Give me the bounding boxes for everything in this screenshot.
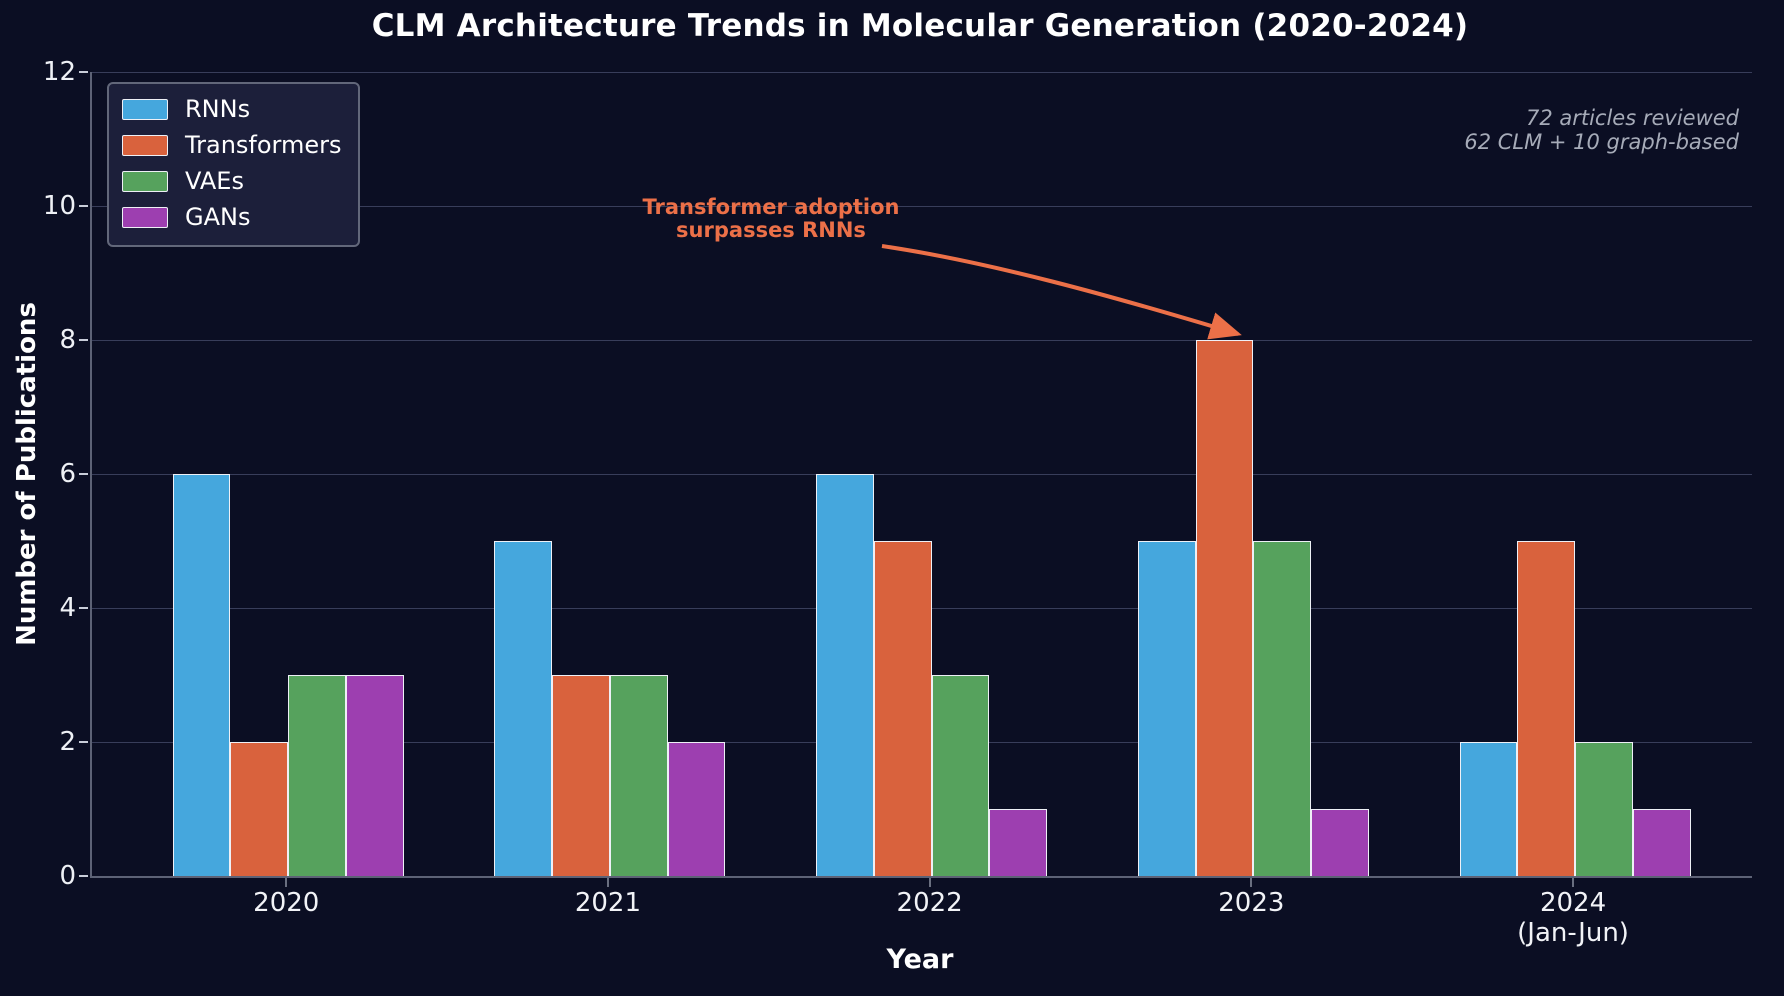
y-tick-mark-4 xyxy=(79,607,88,609)
bar-transformers-2024 xyxy=(1517,541,1576,876)
legend-item-rnns: RNNs xyxy=(122,95,342,124)
x-tick-label-2021: 2021 xyxy=(575,888,641,918)
legend-swatch-rnns xyxy=(122,99,168,120)
bar-rnns-2023 xyxy=(1137,541,1196,876)
y-tick-label-12: 12 xyxy=(42,57,76,87)
y-axis-title: Number of Publications xyxy=(12,302,42,646)
x-tick-label-2020: 2020 xyxy=(253,888,319,918)
y-tick-label-0: 0 xyxy=(59,861,76,891)
x-tick-mark-2022 xyxy=(928,878,931,887)
x-tick-label-year: 2020 xyxy=(253,888,320,918)
plot-area xyxy=(90,71,1752,878)
gridline-y-10 xyxy=(92,205,1752,207)
y-tick-label-4: 4 xyxy=(59,593,76,623)
gridline-y-6 xyxy=(92,473,1752,475)
bar-rnns-2024 xyxy=(1459,742,1518,876)
legend-label: Transformers xyxy=(185,131,342,159)
bar-transformers-2021 xyxy=(552,675,610,876)
y-tick-mark-0 xyxy=(79,875,88,877)
chart-title: CLM Architecture Trends in Molecular Gen… xyxy=(371,8,1469,44)
legend-item-transformers: Transformers xyxy=(122,131,342,160)
y-tick-mark-6 xyxy=(79,473,88,475)
bar-gans-2023 xyxy=(1311,809,1369,876)
annotation-line1: Transformer adoption xyxy=(642,195,900,219)
review-stats: 72 articles reviewed 62 CLM + 10 graph-b… xyxy=(1464,106,1739,154)
x-tick-label-2023: 2023 xyxy=(1218,888,1284,918)
y-tick-label-2: 2 xyxy=(59,727,76,757)
legend-label: VAEs xyxy=(185,167,244,195)
bar-rnns-2021 xyxy=(494,541,553,876)
legend-swatch-gans xyxy=(122,207,168,228)
bar-gans-2020 xyxy=(345,675,404,876)
legend: RNNs Transformers VAEs GANs xyxy=(107,82,360,247)
y-tick-mark-12 xyxy=(79,71,88,73)
x-tick-label-2022: 2022 xyxy=(897,888,963,918)
x-tick-label-year: 2023 xyxy=(1218,888,1285,918)
bar-gans-2021 xyxy=(667,742,726,876)
bar-gans-2024 xyxy=(1632,809,1691,876)
annotation-text: Transformer adoption surpasses RNNs xyxy=(643,196,900,242)
bar-vaes-2024 xyxy=(1575,742,1633,876)
legend-item-vaes: VAEs xyxy=(122,167,342,196)
legend-label: GANs xyxy=(185,203,251,231)
review-stats-line1: 72 articles reviewed xyxy=(1525,106,1739,130)
bar-vaes-2020 xyxy=(288,675,346,876)
x-tick-mark-2023 xyxy=(1250,878,1253,887)
legend-swatch-transformers xyxy=(122,135,168,156)
x-tick-label-2024: 2024 (Jan-Jun) xyxy=(1517,888,1629,948)
annotation-line2: surpasses RNNs xyxy=(676,218,866,242)
bar-transformers-2020 xyxy=(230,742,289,876)
y-tick-mark-10 xyxy=(79,205,88,207)
bar-vaes-2022 xyxy=(931,675,990,876)
bar-rnns-2020 xyxy=(172,474,231,876)
y-tick-mark-8 xyxy=(79,339,88,341)
bar-transformers-2023 xyxy=(1195,340,1254,876)
x-tick-mark-2021 xyxy=(606,878,609,887)
review-stats-line2: 62 CLM + 10 graph-based xyxy=(1464,130,1739,154)
x-tick-sublabel: (Jan-Jun) xyxy=(1517,918,1629,948)
x-axis-title: Year xyxy=(886,944,954,975)
bar-vaes-2023 xyxy=(1253,541,1312,876)
bar-rnns-2022 xyxy=(816,474,874,876)
gridline-y-8 xyxy=(92,339,1752,341)
legend-item-gans: GANs xyxy=(122,203,342,232)
bar-gans-2022 xyxy=(989,809,1048,876)
bar-vaes-2021 xyxy=(609,675,668,876)
gridline-y-12 xyxy=(92,71,1752,73)
x-tick-mark-2024 xyxy=(1572,878,1575,887)
y-tick-label-6: 6 xyxy=(59,459,76,489)
y-tick-mark-2 xyxy=(79,741,88,743)
y-tick-label-8: 8 xyxy=(59,325,76,355)
x-tick-label-year: 2021 xyxy=(574,888,642,918)
bar-transformers-2022 xyxy=(873,541,932,876)
x-tick-label-year: 2024 xyxy=(1539,888,1607,918)
legend-label: RNNs xyxy=(185,95,251,123)
legend-swatch-vaes xyxy=(122,171,168,192)
x-tick-mark-2020 xyxy=(285,878,288,887)
x-tick-label-year: 2022 xyxy=(896,888,963,918)
y-tick-label-10: 10 xyxy=(42,191,76,221)
